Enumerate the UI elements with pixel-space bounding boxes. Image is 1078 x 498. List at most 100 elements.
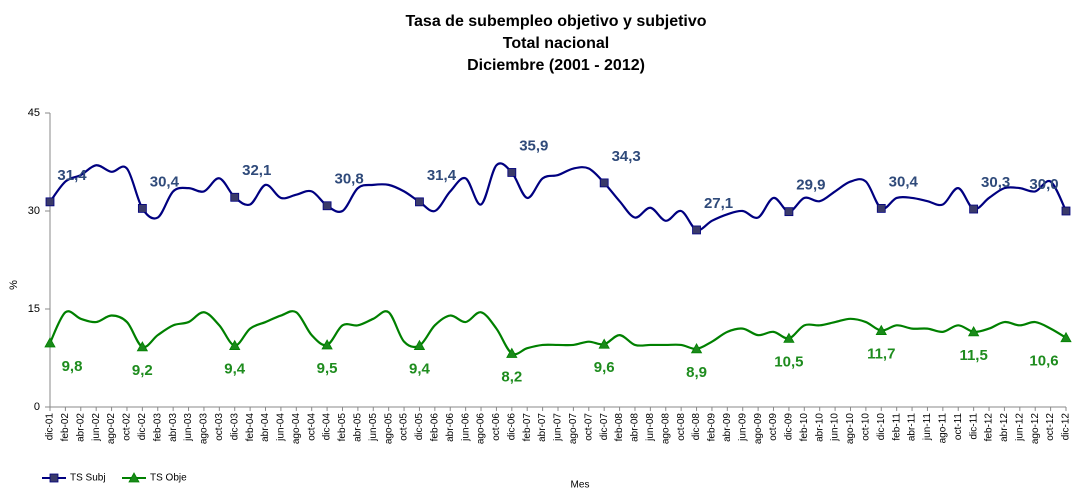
data-label: 34,3: [612, 148, 641, 165]
legend-marker: [49, 473, 59, 483]
marker: [507, 168, 517, 177]
data-label: 9,4: [224, 361, 246, 378]
x-tick-label: oct-03: [214, 413, 225, 441]
data-label: 30,8: [334, 171, 363, 188]
x-tick-label: abr-02: [75, 413, 86, 442]
x-tick-label: feb-12: [984, 413, 995, 442]
x-tick-label: dic-09: [784, 413, 795, 441]
x-tick-label: ago-07: [568, 413, 579, 445]
x-tick-label: dic-06: [506, 413, 517, 441]
y-tick-label: 0: [34, 401, 40, 413]
x-tick-label: feb-06: [429, 413, 440, 442]
x-tick-label: jun-12: [1014, 413, 1025, 442]
x-tick-label: oct-09: [768, 413, 779, 441]
data-label: 9,2: [132, 362, 153, 379]
x-tick-label: feb-11: [891, 413, 902, 441]
legend-label: TS Subj: [70, 473, 106, 484]
x-tick-label: jun-11: [922, 413, 933, 441]
data-label: 30,3: [981, 174, 1010, 191]
data-label: 10,5: [774, 353, 803, 370]
data-label: 31,4: [57, 167, 87, 184]
marker: [137, 203, 147, 213]
marker: [967, 326, 980, 337]
marker: [322, 201, 332, 211]
x-tick-label: abr-09: [722, 413, 733, 442]
x-tick-label: abr-04: [260, 413, 271, 442]
x-tick-label: dic-01: [45, 413, 56, 441]
x-tick-label: jun-08: [645, 413, 656, 442]
marker: [875, 324, 887, 335]
chart-subtitle: Total nacional: [503, 35, 609, 52]
x-tick-label: ago-12: [1030, 413, 1041, 445]
x-tick-label: ago-06: [476, 413, 487, 445]
data-label: 30,4: [150, 173, 180, 190]
data-label: 31,4: [427, 167, 457, 184]
x-tick-label: feb-04: [245, 413, 256, 442]
data-label: 9,4: [409, 361, 431, 378]
x-tick-label: feb-02: [60, 413, 71, 442]
x-tick-label: ago-02: [106, 413, 117, 445]
chart-title: Tasa de subempleo objetivo y subjetivo: [405, 13, 706, 30]
x-tick-label: oct-11: [953, 413, 964, 440]
x-tick-label: feb-09: [707, 413, 718, 442]
x-tick-label: dic-07: [599, 413, 610, 441]
x-tick-label: abr-06: [445, 413, 456, 442]
x-tick-label: dic-02: [137, 413, 148, 441]
marker: [321, 339, 333, 350]
x-tick-label: oct-12: [1045, 413, 1056, 441]
y-axis-label: %: [8, 280, 20, 290]
x-tick-label: oct-04: [306, 413, 317, 441]
x-tick-label: ago-05: [383, 413, 394, 445]
line: [49, 310, 1067, 356]
marker: [969, 204, 979, 214]
x-tick-label: abr-05: [353, 413, 364, 442]
data-label: 9,6: [594, 359, 615, 376]
marker: [876, 203, 886, 213]
data-label: 30,4: [889, 173, 919, 190]
chart-subtitle: Diciembre (2001 - 2012): [467, 57, 645, 74]
x-tick-label: jun-04: [276, 413, 287, 442]
legend-label: TS Obje: [150, 473, 187, 484]
x-tick-label: ago-10: [845, 413, 856, 445]
marker: [1060, 331, 1072, 343]
x-tick-label: abr-03: [168, 413, 179, 442]
x-tick-label: ago-03: [199, 413, 210, 445]
x-tick-label: jun-05: [368, 413, 379, 442]
x-tick-label: ago-04: [291, 413, 302, 445]
x-tick-label: jun-02: [91, 413, 102, 442]
line: [49, 162, 1067, 232]
marker: [415, 197, 424, 207]
x-tick-label: jun-09: [737, 413, 748, 442]
marker: [783, 332, 795, 343]
data-label: 8,2: [501, 368, 522, 385]
x-tick-label: feb-08: [614, 413, 625, 442]
x-tick-label: abr-12: [999, 413, 1010, 442]
data-label: 27,1: [704, 195, 733, 212]
x-tick-label: dic-10: [876, 413, 887, 441]
x-tick-label: ago-09: [753, 413, 764, 445]
marker: [1061, 206, 1071, 216]
marker: [136, 341, 149, 352]
marker: [692, 225, 701, 235]
marker: [413, 339, 426, 350]
marker: [44, 337, 56, 348]
marker: [599, 178, 609, 188]
data-label: 35,9: [519, 137, 548, 154]
x-tick-label: jun-10: [830, 413, 841, 442]
x-axis-label: Mes: [571, 480, 590, 491]
data-label: 32,1: [242, 162, 271, 179]
marker: [45, 197, 55, 207]
data-label: 11,7: [867, 346, 895, 363]
marker: [230, 192, 240, 202]
x-tick-label: dic-08: [691, 413, 702, 441]
x-tick-label: ago-08: [660, 413, 671, 445]
y-tick-label: 45: [28, 107, 40, 119]
x-tick-label: jun-06: [460, 413, 471, 442]
marker: [690, 343, 703, 354]
marker: [784, 207, 794, 217]
y-tick-label: 30: [28, 205, 40, 217]
x-tick-label: oct-10: [861, 413, 872, 441]
data-label: 8,9: [686, 364, 707, 381]
x-tick-label: abr-10: [814, 413, 825, 442]
